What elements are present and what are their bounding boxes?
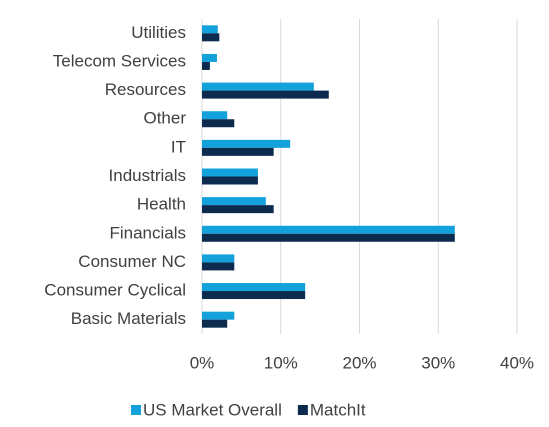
x-tick-label: 0% (190, 353, 215, 372)
bar (202, 254, 235, 263)
y-tick-label: Resources (105, 80, 186, 99)
x-tick-label: 20% (342, 353, 376, 372)
bar (202, 147, 274, 156)
bar (202, 233, 455, 242)
bar (202, 33, 220, 42)
bar (202, 61, 210, 70)
y-tick-label: Financials (109, 223, 186, 242)
legend-label: MatchIt (310, 400, 366, 419)
y-tick-label: Basic Materials (71, 309, 186, 328)
bar (202, 197, 266, 206)
y-tick-label: Consumer Cyclical (44, 281, 186, 300)
x-tick-label: 30% (421, 353, 455, 372)
y-tick-label: Utilities (131, 23, 186, 42)
y-tick-label: Telecom Services (53, 51, 186, 70)
bar (202, 311, 235, 320)
y-tick-label: Health (137, 195, 186, 214)
y-tick-label: Consumer NC (78, 252, 186, 271)
bar (202, 225, 455, 234)
y-tick-label: Industrials (109, 166, 186, 185)
x-tick-label: 40% (500, 353, 534, 372)
y-tick-label: IT (171, 137, 186, 156)
bar (202, 119, 235, 128)
legend-swatch (297, 405, 308, 415)
bar (202, 90, 329, 99)
legend-label: US Market Overall (143, 400, 282, 419)
bar (202, 168, 258, 177)
bar (202, 111, 228, 120)
bar (202, 139, 291, 148)
bar (202, 319, 228, 328)
legend-swatch (131, 405, 141, 415)
bar (202, 53, 217, 62)
bar (202, 82, 314, 91)
bar (202, 291, 306, 300)
bar (202, 262, 235, 271)
bar (202, 25, 218, 34)
bar (202, 283, 306, 292)
x-tick-label: 10% (264, 353, 298, 372)
y-tick-label: Other (143, 109, 186, 128)
bar (202, 205, 274, 214)
bar (202, 176, 258, 185)
